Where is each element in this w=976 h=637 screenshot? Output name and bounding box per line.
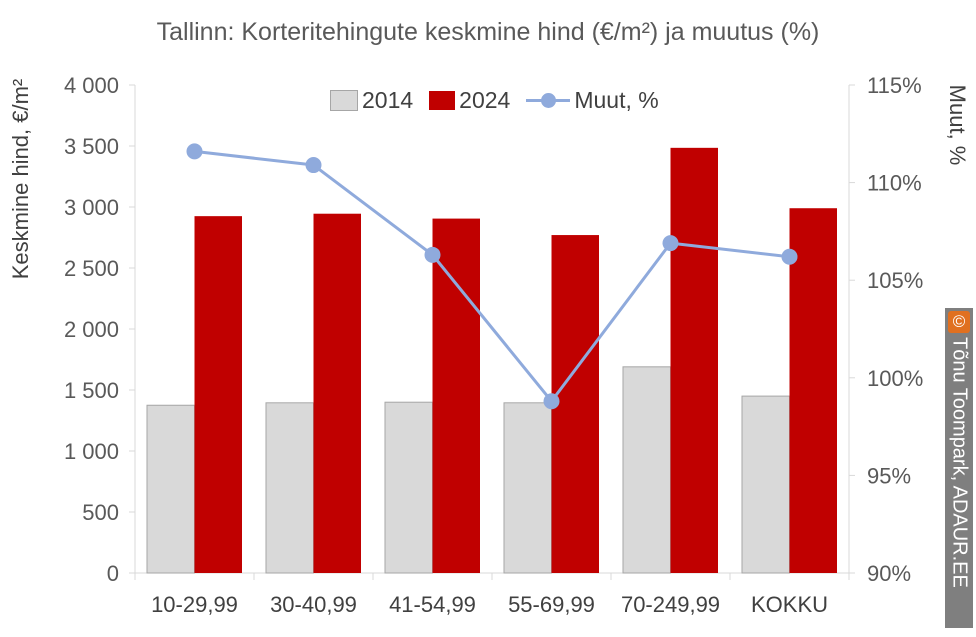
y-tick-label: 4 000 (64, 73, 119, 98)
y2-axis-title: Muut, % (945, 85, 970, 166)
y2-tick-label: 95% (867, 463, 911, 488)
legend-item-2014: 2014 (330, 87, 413, 114)
bar-2014 (146, 404, 195, 574)
bar-2014 (741, 395, 790, 574)
legend-swatch-2014 (330, 89, 358, 111)
y2-tick-label: 115% (867, 73, 922, 98)
point-change (543, 393, 560, 410)
bar-2014 (503, 402, 552, 574)
line-series-change (194, 149, 790, 403)
bar-2024 (194, 216, 242, 573)
y-tick-label: 2 000 (64, 317, 119, 342)
copyright-badge: © Tõnu Toompark, ADAUR.EE (945, 308, 973, 628)
legend-label-2024: 2024 (459, 86, 511, 113)
y-axis-title: Keskmine hind, €/m² (8, 79, 33, 280)
y-tick-label: 1 500 (64, 378, 119, 403)
bar-2014 (265, 402, 314, 574)
legend-label-change: Muut, % (574, 86, 659, 113)
bar-2024 (670, 147, 718, 573)
x-tick-label: 10-29,99 (151, 592, 238, 617)
bar-2024 (789, 208, 837, 573)
bar-2014 (622, 366, 671, 574)
y2-tick-label: 100% (867, 366, 923, 391)
legend-swatch-2024 (429, 90, 456, 110)
x-tick-label: 41-54,99 (389, 592, 476, 617)
bar-2024 (551, 235, 599, 573)
point-change (662, 235, 679, 252)
legend-item-2024: 2024 (429, 87, 510, 114)
y-tick-label: 2 500 (64, 256, 119, 281)
x-tick-label: 55-69,99 (508, 592, 595, 617)
legend-swatch-change (526, 91, 571, 110)
copyright-icon: © (948, 311, 970, 333)
y-tick-label: 500 (82, 500, 119, 525)
y-tick-label: 0 (107, 561, 119, 586)
y2-tick-label: 90% (867, 561, 911, 586)
copyright-text: Tõnu Toompark, ADAUR.EE (948, 337, 971, 588)
x-tick-label: 70-249,99 (621, 592, 720, 617)
x-tick-label: 30-40,99 (270, 592, 357, 617)
chart-title: Tallinn: Korteritehingute keskmine hind … (156, 18, 820, 46)
y2-tick-label: 105% (867, 268, 923, 293)
y2-tick-label: 110% (867, 171, 922, 196)
bar-2024 (432, 218, 480, 573)
y-tick-label: 1 000 (64, 439, 119, 464)
y-tick-label: 3 000 (64, 195, 119, 220)
point-change (305, 157, 322, 174)
bar-2024 (313, 213, 361, 573)
legend-item-change: Muut, % (526, 86, 659, 114)
bar-2014 (384, 401, 433, 574)
legend-label-2014: 2014 (362, 86, 414, 113)
y-tick-label: 3 500 (64, 134, 119, 159)
x-tick-label: KOKKU (751, 592, 828, 617)
point-change (424, 246, 441, 263)
point-change (781, 248, 798, 265)
point-change (186, 143, 203, 160)
legend: 2014 2024 Muut, % (330, 86, 675, 114)
